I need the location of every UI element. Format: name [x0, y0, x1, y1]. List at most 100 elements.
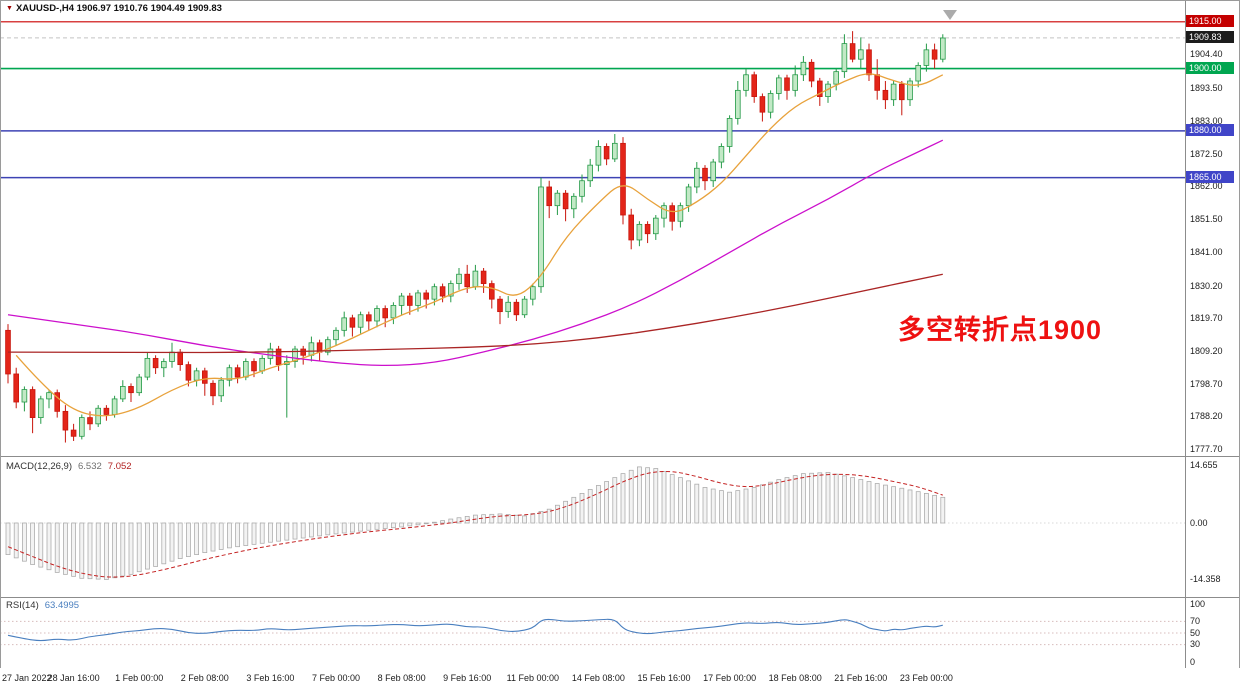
macd-hist-bar	[415, 522, 421, 526]
candle-body	[603, 146, 610, 160]
candle-body	[144, 357, 151, 378]
macd-hist-bar	[555, 504, 560, 524]
candle-body	[472, 270, 479, 288]
rsi-line	[7, 618, 943, 642]
candle-body	[431, 286, 438, 300]
candle-body	[120, 386, 126, 400]
candle-body	[841, 43, 848, 73]
chart-title: ▼ XAUUSD-,H4 1906.97 1910.76 1904.49 1909…	[6, 3, 222, 14]
candle-body	[694, 167, 700, 188]
macd-hist-bar	[497, 513, 503, 524]
macd-hist-bar	[809, 472, 814, 524]
macd-hist-bar	[587, 489, 593, 524]
candle-body	[488, 283, 495, 300]
macd-hist-bar	[136, 522, 142, 573]
macd-signal-value: 7.052	[107, 461, 132, 472]
macd-hist-bar	[30, 522, 35, 565]
macd-hist-bar	[604, 481, 609, 524]
macd-hist-bar	[538, 511, 544, 524]
macd-hist-bar	[161, 522, 167, 565]
price-box-1909.83: 1909.83	[1186, 31, 1234, 44]
macd-hist-bar	[317, 522, 322, 537]
candle-body	[365, 314, 372, 322]
candle-body	[858, 49, 864, 60]
macd-indicator-name: MACD(12,26,9)	[6, 461, 72, 472]
macd-hist-bar	[432, 521, 437, 524]
macd-hist-bar	[817, 472, 823, 524]
macd-hist-bar	[924, 493, 929, 524]
candle-body	[759, 96, 766, 113]
symbol-dropdown-icon[interactable]: ▼	[6, 5, 13, 12]
candle-body	[29, 389, 36, 419]
macd-hist-bar	[259, 522, 265, 544]
candle-body	[571, 195, 577, 210]
macd-hist-bar	[620, 473, 626, 524]
macd-hist-bar	[833, 473, 839, 524]
date-label: 3 Feb 16:00	[246, 673, 295, 683]
candle-body	[177, 351, 184, 366]
macd-hist-bar	[128, 522, 134, 575]
chart-title-text: XAUUSD-,H4 1906.97 1910.76 1904.49 1909.…	[15, 3, 222, 14]
date-label: 11 Feb 00:00	[506, 673, 559, 683]
candle-body	[70, 429, 77, 437]
candle-body	[349, 317, 356, 328]
date-label: 2 Feb 08:00	[180, 673, 229, 683]
candle-body	[324, 339, 331, 353]
candle-body	[464, 273, 470, 288]
candle-body	[390, 305, 397, 319]
macd-hist-bar	[358, 522, 363, 532]
candle-body	[46, 392, 52, 400]
macd-hist-bar	[448, 518, 454, 524]
candle-body	[185, 364, 192, 381]
macd-hist-bar	[218, 522, 224, 550]
macd-hist-bar	[645, 467, 650, 524]
macd-hist-bar	[850, 477, 855, 524]
candle-body	[726, 118, 733, 147]
macd-hist-bar	[874, 483, 880, 524]
macd-hist-bar	[899, 487, 905, 524]
candle-body	[447, 283, 454, 297]
candle-body	[218, 379, 225, 397]
time-axis[interactable]: 27 Jan 2022 28 Jan 16:00 1 Feb 00:00 2 Feb …	[0, 668, 1240, 692]
macd-hist-bar	[309, 522, 314, 538]
candle-body	[817, 80, 823, 97]
date-label: 14 Feb 08:00	[571, 673, 625, 683]
candle-body	[169, 351, 175, 362]
macd-hist-bar	[907, 489, 913, 524]
price-box-1865.00: 1865.00	[1186, 171, 1234, 184]
candle-body	[620, 142, 626, 216]
macd-hist-bar	[227, 522, 232, 549]
candle-body	[382, 308, 388, 319]
candle-body	[62, 410, 69, 431]
macd-hist-bar	[194, 522, 199, 555]
candle-body	[152, 357, 159, 369]
candle-body	[776, 77, 782, 94]
candle-body	[300, 348, 306, 356]
candle-body	[251, 361, 257, 372]
candle-body	[735, 89, 741, 119]
macd-hist-bar	[46, 522, 52, 571]
price-tick-1904.40: 1904.40	[1190, 49, 1223, 60]
macd-hist-bar	[743, 488, 749, 524]
price-axis[interactable]: 1904.40 1893.50 1883.00 1872.50 1862.00 1851.…	[1186, 0, 1240, 668]
candle-body	[136, 376, 143, 394]
candle-body	[579, 180, 585, 197]
candle-body	[612, 142, 618, 160]
macd-axis--14.358: -14.358	[1190, 574, 1221, 585]
candle-body	[374, 308, 380, 322]
macd-hist-bar	[284, 522, 290, 541]
price-tick-1841.00: 1841.00	[1190, 246, 1223, 257]
macd-hist-bar	[54, 522, 60, 573]
price-tick-1798.70: 1798.70	[1190, 378, 1223, 389]
macd-hist-bar	[825, 472, 831, 524]
macd-hist-bar	[669, 474, 675, 524]
chart-shift-marker[interactable]	[943, 10, 957, 20]
candle-body	[661, 205, 667, 219]
date-label: 1 Feb 00:00	[115, 673, 164, 683]
candle-body	[357, 314, 364, 328]
price-box-1900.00: 1900.00	[1186, 62, 1234, 75]
candle-body	[497, 298, 503, 313]
candle-body	[530, 286, 536, 300]
